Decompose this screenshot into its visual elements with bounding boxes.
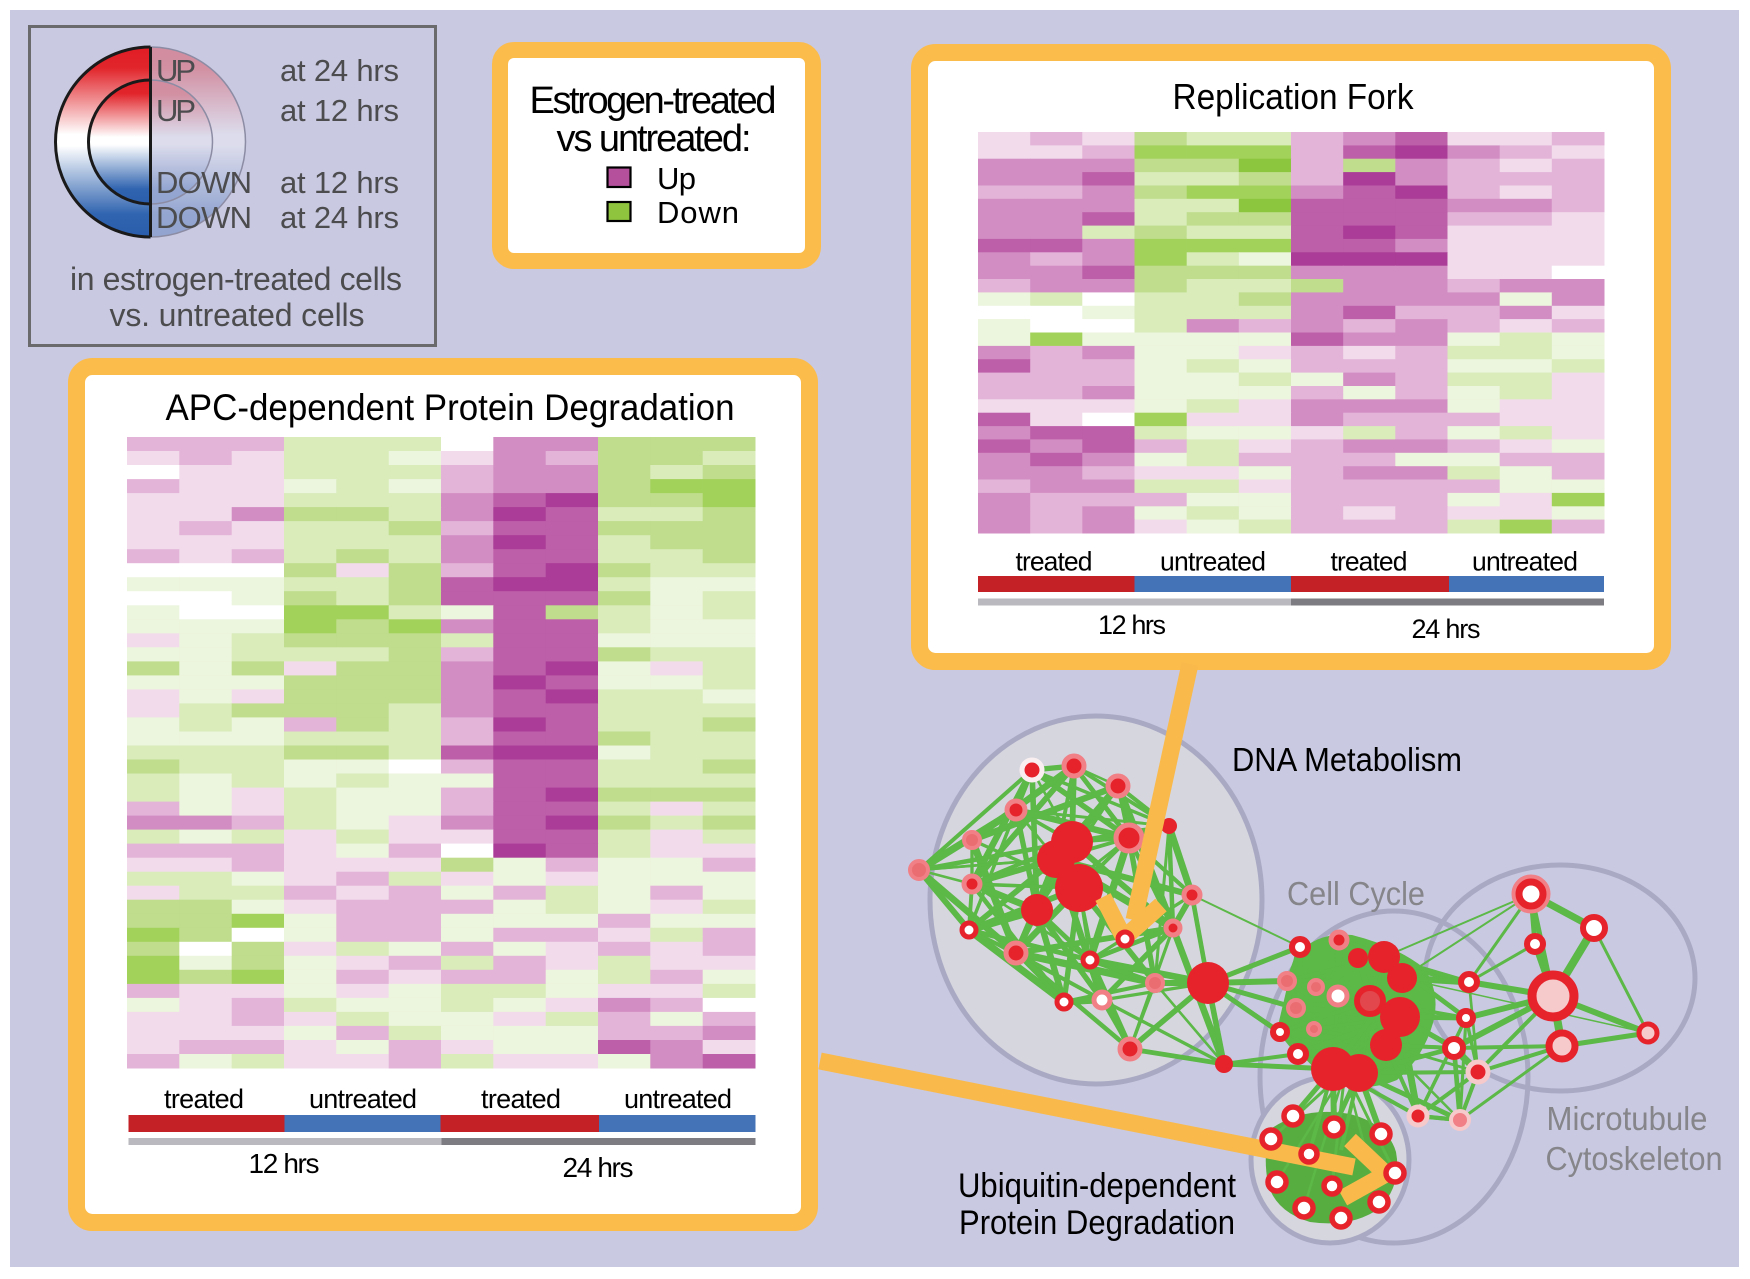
svg-text:Estrogen-treated: Estrogen-treated [530, 80, 777, 122]
svg-text:untreated: untreated [1472, 547, 1578, 577]
svg-text:Ubiquitin-dependent: Ubiquitin-dependent [958, 1167, 1237, 1205]
svg-text:vs. untreated cells: vs. untreated cells [110, 297, 365, 333]
svg-text:vs untreated:: vs untreated: [557, 118, 752, 160]
svg-text:treated: treated [164, 1084, 244, 1114]
svg-text:DNA Metabolism: DNA Metabolism [1232, 741, 1462, 778]
svg-text:Microtubule: Microtubule [1547, 1100, 1708, 1137]
svg-text:24 hrs: 24 hrs [1412, 614, 1481, 644]
svg-text:UP: UP [156, 93, 196, 128]
svg-text:in estrogen-treated cells: in estrogen-treated cells [70, 261, 402, 297]
svg-text:DOWN: DOWN [156, 165, 252, 200]
svg-text:UP: UP [156, 53, 196, 88]
svg-text:DOWN: DOWN [156, 200, 252, 235]
svg-text:24 hrs: 24 hrs [563, 1152, 634, 1183]
svg-text:treated: treated [1331, 547, 1408, 577]
svg-text:12 hrs: 12 hrs [1098, 610, 1166, 640]
svg-text:untreated: untreated [624, 1084, 732, 1114]
svg-text:Replication Fork: Replication Fork [1173, 76, 1415, 117]
svg-text:at 12 hrs: at 12 hrs [280, 165, 399, 200]
svg-text:Down: Down [657, 195, 739, 230]
svg-text:Up: Up [657, 161, 696, 196]
svg-text:at 24 hrs: at 24 hrs [280, 53, 399, 88]
svg-text:at 12 hrs: at 12 hrs [280, 93, 399, 128]
svg-text:Cell Cycle: Cell Cycle [1287, 875, 1425, 912]
svg-text:12 hrs: 12 hrs [249, 1148, 320, 1179]
svg-text:at 24 hrs: at 24 hrs [280, 200, 399, 235]
svg-text:Cytoskeleton: Cytoskeleton [1546, 1140, 1723, 1177]
svg-text:untreated: untreated [1160, 547, 1266, 577]
svg-text:untreated: untreated [309, 1084, 417, 1114]
svg-text:treated: treated [1016, 547, 1093, 577]
svg-text:Protein Degradation: Protein Degradation [959, 1204, 1235, 1242]
svg-text:treated: treated [481, 1084, 561, 1114]
svg-text:APC-dependent Protein Degradat: APC-dependent Protein Degradation [166, 387, 735, 428]
